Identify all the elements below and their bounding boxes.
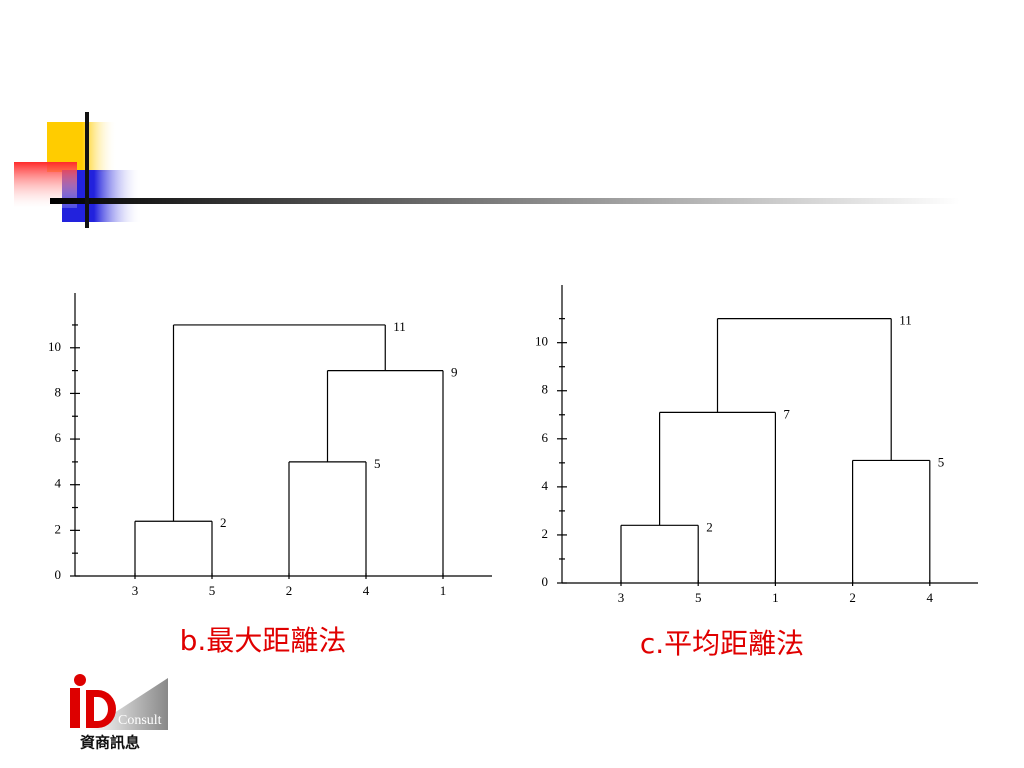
y-tick-label: 0 <box>542 574 549 589</box>
y-tick-label: 6 <box>542 430 549 445</box>
y-tick-label: 4 <box>55 476 62 491</box>
logo: Consult 資商訊息 <box>70 674 168 752</box>
merge-label: 5 <box>374 456 381 471</box>
header-decoration <box>14 112 960 228</box>
leaf-label: 2 <box>286 583 293 598</box>
leaf-label: 5 <box>209 583 216 598</box>
leaf-label: 4 <box>927 590 934 605</box>
y-tick-label: 4 <box>542 478 549 493</box>
leaf-label: 3 <box>132 583 139 598</box>
logo-name: Consult <box>118 713 162 728</box>
merge-label: 9 <box>451 365 458 380</box>
leaf-label: 3 <box>618 590 625 605</box>
y-tick-label: 6 <box>55 430 62 445</box>
y-tick-label: 2 <box>542 526 549 541</box>
y-tick-label: 8 <box>542 382 549 397</box>
chart-title: c.平均距離法 <box>640 627 804 660</box>
merge-label: 5 <box>938 454 945 469</box>
chart-title: b.最大距離法 <box>180 624 347 657</box>
leaf-label: 4 <box>363 583 370 598</box>
merge-label: 2 <box>220 515 227 530</box>
leaf-label: 5 <box>695 590 702 605</box>
merge-label: 2 <box>706 519 713 534</box>
y-tick-label: 10 <box>48 339 61 354</box>
leaf-label: 2 <box>849 590 856 605</box>
logo-subtitle: 資商訊息 <box>80 734 140 752</box>
y-tick-label: 2 <box>55 521 62 536</box>
merge-label: 11 <box>393 319 406 334</box>
y-tick-label: 0 <box>55 567 62 582</box>
leaf-label: 1 <box>440 583 447 598</box>
merge-label: 11 <box>899 313 912 328</box>
merge-label: 7 <box>783 406 790 421</box>
leaf-label: 1 <box>772 590 779 605</box>
y-tick-label: 10 <box>535 334 548 349</box>
y-tick-label: 8 <box>55 384 62 399</box>
